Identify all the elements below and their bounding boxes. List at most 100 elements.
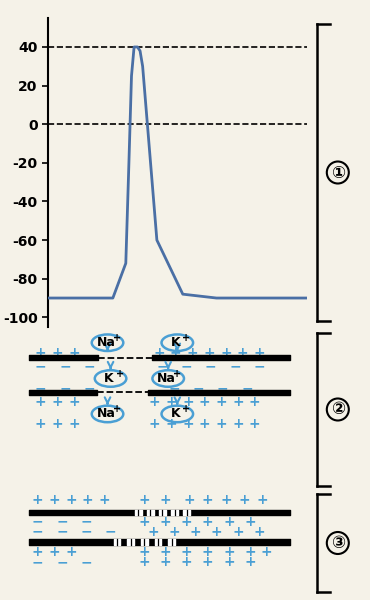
Text: +: + xyxy=(211,525,223,539)
Text: +: + xyxy=(112,333,121,343)
Text: +: + xyxy=(168,525,180,539)
Text: K: K xyxy=(171,336,181,349)
Text: +: + xyxy=(170,346,182,360)
Text: +: + xyxy=(249,395,260,409)
Text: −: − xyxy=(241,381,253,395)
Text: +: + xyxy=(182,404,191,415)
Text: +: + xyxy=(202,556,213,569)
Text: −: − xyxy=(35,359,47,374)
Text: +: + xyxy=(215,395,227,409)
Text: −: − xyxy=(217,381,229,395)
Text: +: + xyxy=(202,515,213,529)
Text: +: + xyxy=(204,346,215,360)
Text: −: − xyxy=(59,381,71,395)
Text: +: + xyxy=(32,493,44,507)
Text: +: + xyxy=(182,333,191,343)
Text: +: + xyxy=(35,395,47,409)
Text: +: + xyxy=(181,515,192,529)
Text: +: + xyxy=(190,525,201,539)
Text: +: + xyxy=(202,545,213,559)
Text: +: + xyxy=(159,493,171,507)
Text: +: + xyxy=(232,417,244,431)
Text: +: + xyxy=(159,556,171,569)
Text: −: − xyxy=(56,525,68,539)
Text: Na: Na xyxy=(97,336,115,349)
Text: +: + xyxy=(244,556,256,569)
Text: +: + xyxy=(253,346,265,360)
Text: +: + xyxy=(52,417,63,431)
Text: +: + xyxy=(35,346,47,360)
Text: +: + xyxy=(138,556,150,569)
Text: +: + xyxy=(186,346,198,360)
Text: +: + xyxy=(232,525,244,539)
Text: ②: ② xyxy=(331,401,345,419)
Text: +: + xyxy=(48,545,60,559)
Text: +: + xyxy=(35,417,47,431)
Text: K: K xyxy=(104,372,114,385)
Text: +: + xyxy=(256,493,268,507)
Text: +: + xyxy=(52,346,63,360)
Text: +: + xyxy=(249,417,260,431)
Text: +: + xyxy=(232,395,244,409)
Text: +: + xyxy=(159,545,171,559)
Text: +: + xyxy=(112,404,121,415)
Text: +: + xyxy=(48,493,60,507)
Text: +: + xyxy=(99,493,110,507)
Text: −: − xyxy=(32,556,44,569)
Text: +: + xyxy=(147,525,159,539)
Text: +: + xyxy=(199,395,211,409)
Text: +: + xyxy=(82,493,94,507)
Text: −: − xyxy=(181,359,192,374)
Text: −: − xyxy=(205,359,216,374)
Text: +: + xyxy=(65,493,77,507)
Text: +: + xyxy=(202,493,213,507)
Text: +: + xyxy=(220,493,232,507)
Text: +: + xyxy=(244,515,256,529)
Text: +: + xyxy=(138,515,150,529)
Text: +: + xyxy=(220,346,232,360)
Text: +: + xyxy=(68,395,80,409)
Text: +: + xyxy=(138,493,150,507)
Text: +: + xyxy=(165,395,177,409)
Text: +: + xyxy=(165,417,177,431)
Text: +: + xyxy=(159,515,171,529)
Text: +: + xyxy=(182,395,194,409)
Text: −: − xyxy=(84,381,95,395)
Text: Na: Na xyxy=(157,372,176,385)
Text: +: + xyxy=(138,545,150,559)
Text: −: − xyxy=(80,515,92,529)
Text: −: − xyxy=(229,359,241,374)
Text: +: + xyxy=(32,545,44,559)
Text: −: − xyxy=(84,359,95,374)
Text: +: + xyxy=(153,346,165,360)
Text: +: + xyxy=(52,395,63,409)
Text: ①: ① xyxy=(331,163,345,181)
Text: +: + xyxy=(173,369,181,379)
Text: +: + xyxy=(215,417,227,431)
Text: +: + xyxy=(223,515,235,529)
Text: −: − xyxy=(193,381,204,395)
Text: ③: ③ xyxy=(331,534,345,552)
Text: −: − xyxy=(80,556,92,569)
Text: K: K xyxy=(171,407,181,421)
Text: −: − xyxy=(59,359,71,374)
Text: +: + xyxy=(223,556,235,569)
Text: +: + xyxy=(115,369,124,379)
Text: +: + xyxy=(237,346,248,360)
Text: −: − xyxy=(253,359,265,374)
Text: −: − xyxy=(32,515,44,529)
Text: −: − xyxy=(56,515,68,529)
Text: +: + xyxy=(149,417,160,431)
Text: Na: Na xyxy=(97,407,115,421)
Text: +: + xyxy=(253,525,265,539)
Text: −: − xyxy=(35,381,47,395)
Text: +: + xyxy=(199,417,211,431)
Text: −: − xyxy=(156,359,168,374)
Text: +: + xyxy=(261,545,273,559)
Text: +: + xyxy=(182,417,194,431)
Text: −: − xyxy=(56,556,68,569)
Text: +: + xyxy=(65,545,77,559)
Text: +: + xyxy=(68,346,80,360)
Text: +: + xyxy=(149,395,160,409)
Text: −: − xyxy=(168,381,180,395)
